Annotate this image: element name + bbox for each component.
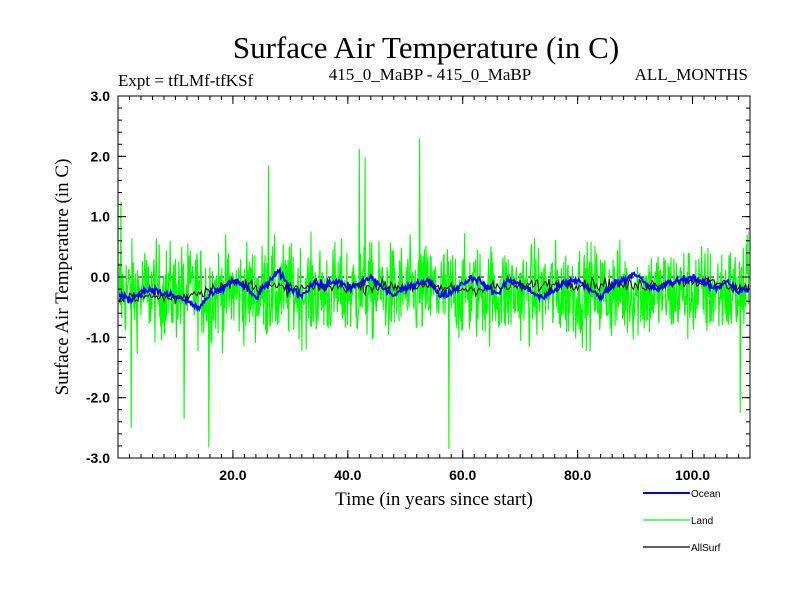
y-axis-label: Surface Air Temperature (in C) <box>52 159 73 396</box>
chart-title: Surface Air Temperature (in C) <box>233 30 619 65</box>
subtitle-experiment: Expt = tfLMf-tfKSf <box>118 71 254 90</box>
plot-area: 3.0 2.0 1.0 0.0 -1.0 -2.0 -3.0 20.0 40.0 60.0 80.0… <box>86 88 751 483</box>
y-tick-label: 1.0 <box>91 209 111 225</box>
legend-label-land: Land <box>691 516 713 527</box>
x-axis-label: Time (in years since start) <box>335 489 533 510</box>
subtitle-period: 415_0_MaBP - 415_0_MaBP <box>329 65 531 84</box>
legend: Ocean Land AllSurf <box>643 489 721 554</box>
y-tick-label: -2.0 <box>86 390 110 406</box>
subtitle-months: ALL_MONTHS <box>635 65 748 84</box>
legend-label-allsurf: AllSurf <box>691 543 721 554</box>
y-tick-label: -3.0 <box>86 450 110 466</box>
y-tick-label: -1.0 <box>86 329 110 345</box>
x-tick-label: 40.0 <box>334 467 361 483</box>
data-layer <box>119 138 749 449</box>
land-series-line <box>119 138 749 449</box>
allsurf-series-line <box>119 275 749 304</box>
ocean-series-line <box>119 266 749 313</box>
x-tick-label: 20.0 <box>219 467 246 483</box>
legend-label-ocean: Ocean <box>691 489 720 500</box>
y-tick-label: 0.0 <box>91 269 111 285</box>
y-tick-label: 2.0 <box>91 148 111 164</box>
y-tick-label: 3.0 <box>91 88 111 104</box>
axis-layer: 3.0 2.0 1.0 0.0 -1.0 -2.0 -3.0 20.0 40.0 60.0 80.0… <box>86 88 750 483</box>
x-tick-label: 60.0 <box>449 467 476 483</box>
x-tick-label: 80.0 <box>564 467 591 483</box>
x-tick-label: 100.0 <box>675 467 710 483</box>
